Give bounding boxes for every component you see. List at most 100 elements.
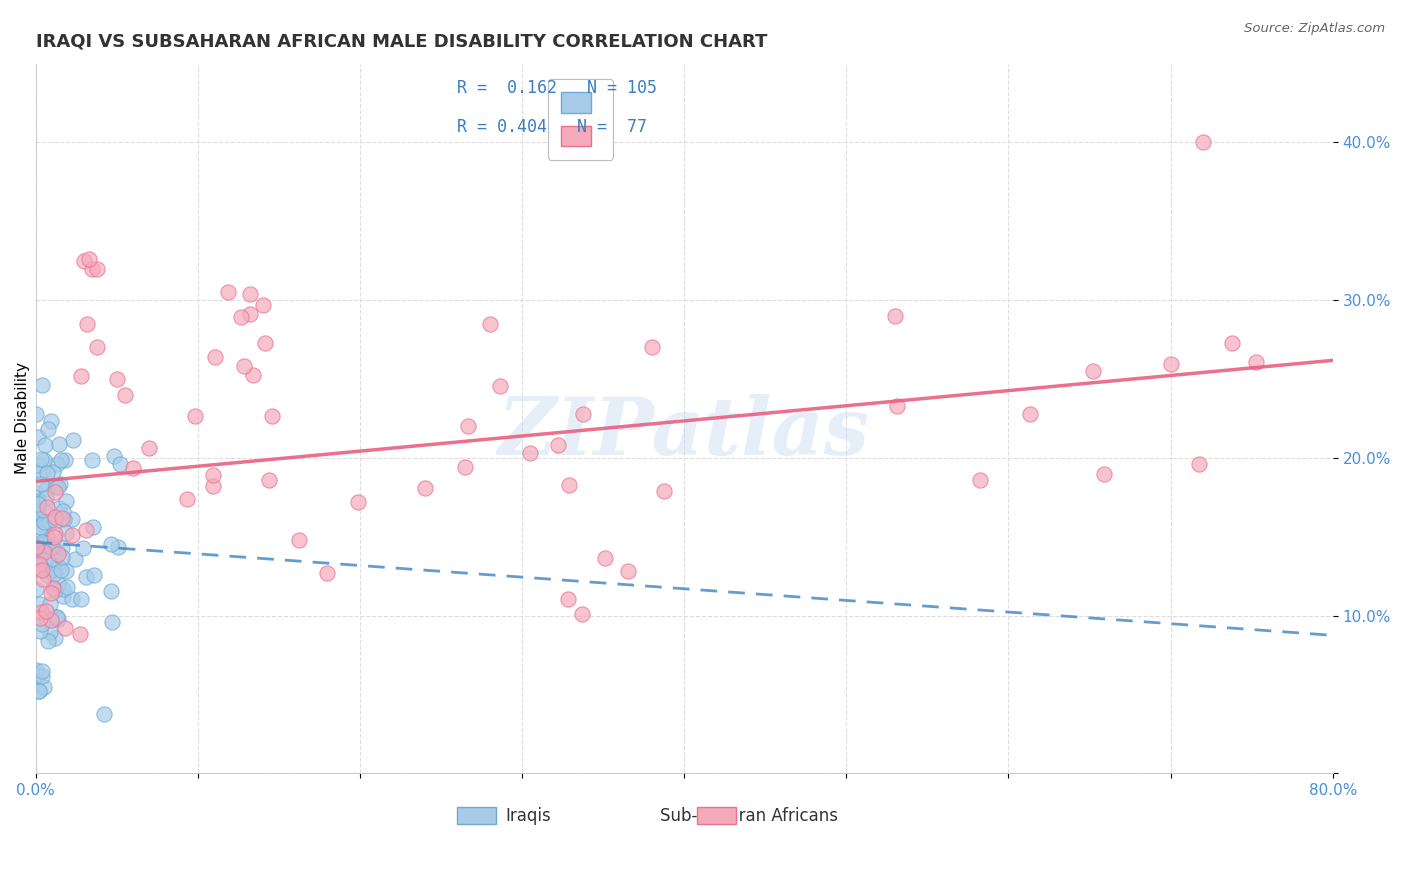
Iraqis <box>27 507 49 521</box>
Sub-Saharan Africans <box>41 582 63 596</box>
Iraqis <box>107 541 129 555</box>
Iraqis <box>48 436 70 450</box>
Sub-Saharan Africans <box>1188 457 1211 471</box>
Sub-Saharan Africans <box>76 317 98 331</box>
Iraqis <box>55 564 77 578</box>
Sub-Saharan Africans <box>44 509 66 524</box>
Iraqis <box>41 562 63 576</box>
Iraqis <box>27 540 49 554</box>
Sub-Saharan Africans <box>73 253 96 268</box>
Iraqis <box>31 378 53 392</box>
Iraqis <box>48 500 70 515</box>
Iraqis <box>37 466 59 480</box>
Iraqis <box>38 541 60 555</box>
Iraqis <box>60 512 83 526</box>
Sub-Saharan Africans <box>77 252 100 266</box>
Text: Source: ZipAtlas.com: Source: ZipAtlas.com <box>1244 22 1385 36</box>
Sub-Saharan Africans <box>259 473 281 487</box>
Sub-Saharan Africans <box>641 340 664 354</box>
Sub-Saharan Africans <box>454 460 477 475</box>
Iraqis <box>44 567 66 582</box>
Text: Iraqis: Iraqis <box>506 807 551 825</box>
Sub-Saharan Africans <box>138 441 160 455</box>
Sub-Saharan Africans <box>86 340 108 354</box>
Sub-Saharan Africans <box>121 461 143 475</box>
Iraqis <box>46 480 69 494</box>
Sub-Saharan Africans <box>232 359 254 373</box>
Sub-Saharan Africans <box>488 379 510 393</box>
Iraqis <box>39 414 62 428</box>
Sub-Saharan Africans <box>884 309 907 323</box>
Iraqis <box>27 504 49 518</box>
Sub-Saharan Africans <box>39 586 62 600</box>
Sub-Saharan Africans <box>557 477 579 491</box>
Sub-Saharan Africans <box>571 607 593 622</box>
Sub-Saharan Africans <box>1081 364 1104 378</box>
Sub-Saharan Africans <box>201 468 224 483</box>
Sub-Saharan Africans <box>593 550 616 565</box>
Iraqis <box>27 513 49 527</box>
Sub-Saharan Africans <box>39 613 62 627</box>
Sub-Saharan Africans <box>31 563 53 577</box>
Iraqis <box>25 582 48 596</box>
Sub-Saharan Africans <box>288 533 311 547</box>
Sub-Saharan Africans <box>254 335 277 350</box>
Iraqis <box>46 577 69 591</box>
Iraqis <box>25 498 48 512</box>
Iraqis <box>27 495 49 509</box>
Sub-Saharan Africans <box>114 388 136 402</box>
Iraqis <box>108 458 131 472</box>
Sub-Saharan Africans <box>184 409 207 423</box>
Sub-Saharan Africans <box>35 604 58 618</box>
Iraqis <box>80 453 103 467</box>
Sub-Saharan Africans <box>262 409 284 423</box>
Iraqis <box>37 529 59 543</box>
Iraqis <box>32 542 55 557</box>
Iraqis <box>49 477 72 491</box>
Sub-Saharan Africans <box>53 621 76 635</box>
Legend: , : , <box>548 78 613 160</box>
Iraqis <box>38 533 60 548</box>
Iraqis <box>27 430 49 444</box>
Iraqis <box>28 597 51 611</box>
Sub-Saharan Africans <box>969 473 991 487</box>
Iraqis <box>72 541 94 555</box>
Text: R =  0.162   N = 105: R = 0.162 N = 105 <box>457 79 657 97</box>
Iraqis <box>32 515 55 529</box>
Iraqis <box>37 633 59 648</box>
Sub-Saharan Africans <box>347 495 370 509</box>
Sub-Saharan Africans <box>1160 357 1182 371</box>
Sub-Saharan Africans <box>457 418 479 433</box>
Iraqis <box>45 481 67 495</box>
Sub-Saharan Africans <box>31 572 53 586</box>
Sub-Saharan Africans <box>32 545 55 559</box>
Iraqis <box>45 457 67 471</box>
Iraqis <box>24 486 46 500</box>
Iraqis <box>51 550 73 565</box>
Sub-Saharan Africans <box>176 492 198 507</box>
Sub-Saharan Africans <box>886 399 908 413</box>
Sub-Saharan Africans <box>239 286 262 301</box>
Sub-Saharan Africans <box>239 307 262 321</box>
Sub-Saharan Africans <box>519 446 541 460</box>
Iraqis <box>49 452 72 467</box>
Sub-Saharan Africans <box>1019 407 1042 421</box>
Iraqis <box>30 451 52 466</box>
Iraqis <box>51 541 73 556</box>
Iraqis <box>27 523 49 537</box>
Iraqis <box>27 497 49 511</box>
Iraqis <box>100 536 122 550</box>
Sub-Saharan Africans <box>30 610 52 624</box>
FancyBboxPatch shape <box>457 806 496 824</box>
Iraqis <box>32 453 55 467</box>
Sub-Saharan Africans <box>105 372 128 386</box>
Iraqis <box>49 563 72 577</box>
Iraqis <box>44 514 66 528</box>
Sub-Saharan Africans <box>1220 336 1243 351</box>
Sub-Saharan Africans <box>44 526 66 541</box>
Text: Sub-Saharan Africans: Sub-Saharan Africans <box>659 807 838 825</box>
Iraqis <box>44 631 66 645</box>
Iraqis <box>37 422 59 436</box>
Sub-Saharan Africans <box>229 310 252 324</box>
Iraqis <box>27 458 49 473</box>
